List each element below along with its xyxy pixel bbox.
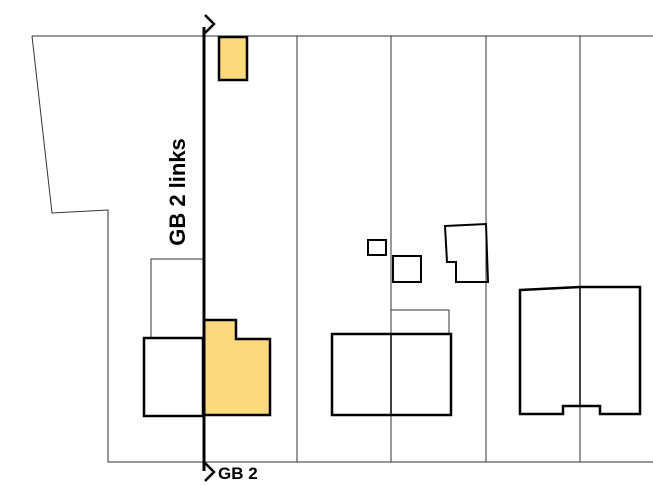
highlighted-building-top	[217, 35, 249, 82]
shed-small-1	[367, 239, 387, 256]
shed-small-3	[443, 222, 490, 283]
building-left	[142, 336, 205, 418]
parcel-boundary	[31, 35, 653, 463]
section-arrow-bottom-icon	[204, 462, 216, 482]
highlighted-building-main	[202, 318, 272, 417]
section-label-vertical: GB 2 links	[165, 138, 190, 246]
section-arrow-top-icon	[204, 14, 216, 34]
shed-small-2	[392, 255, 422, 283]
annex-outline-middle	[390, 309, 450, 335]
annex-outline-left	[150, 258, 204, 340]
section-label-bottom: GB 2	[218, 464, 258, 483]
